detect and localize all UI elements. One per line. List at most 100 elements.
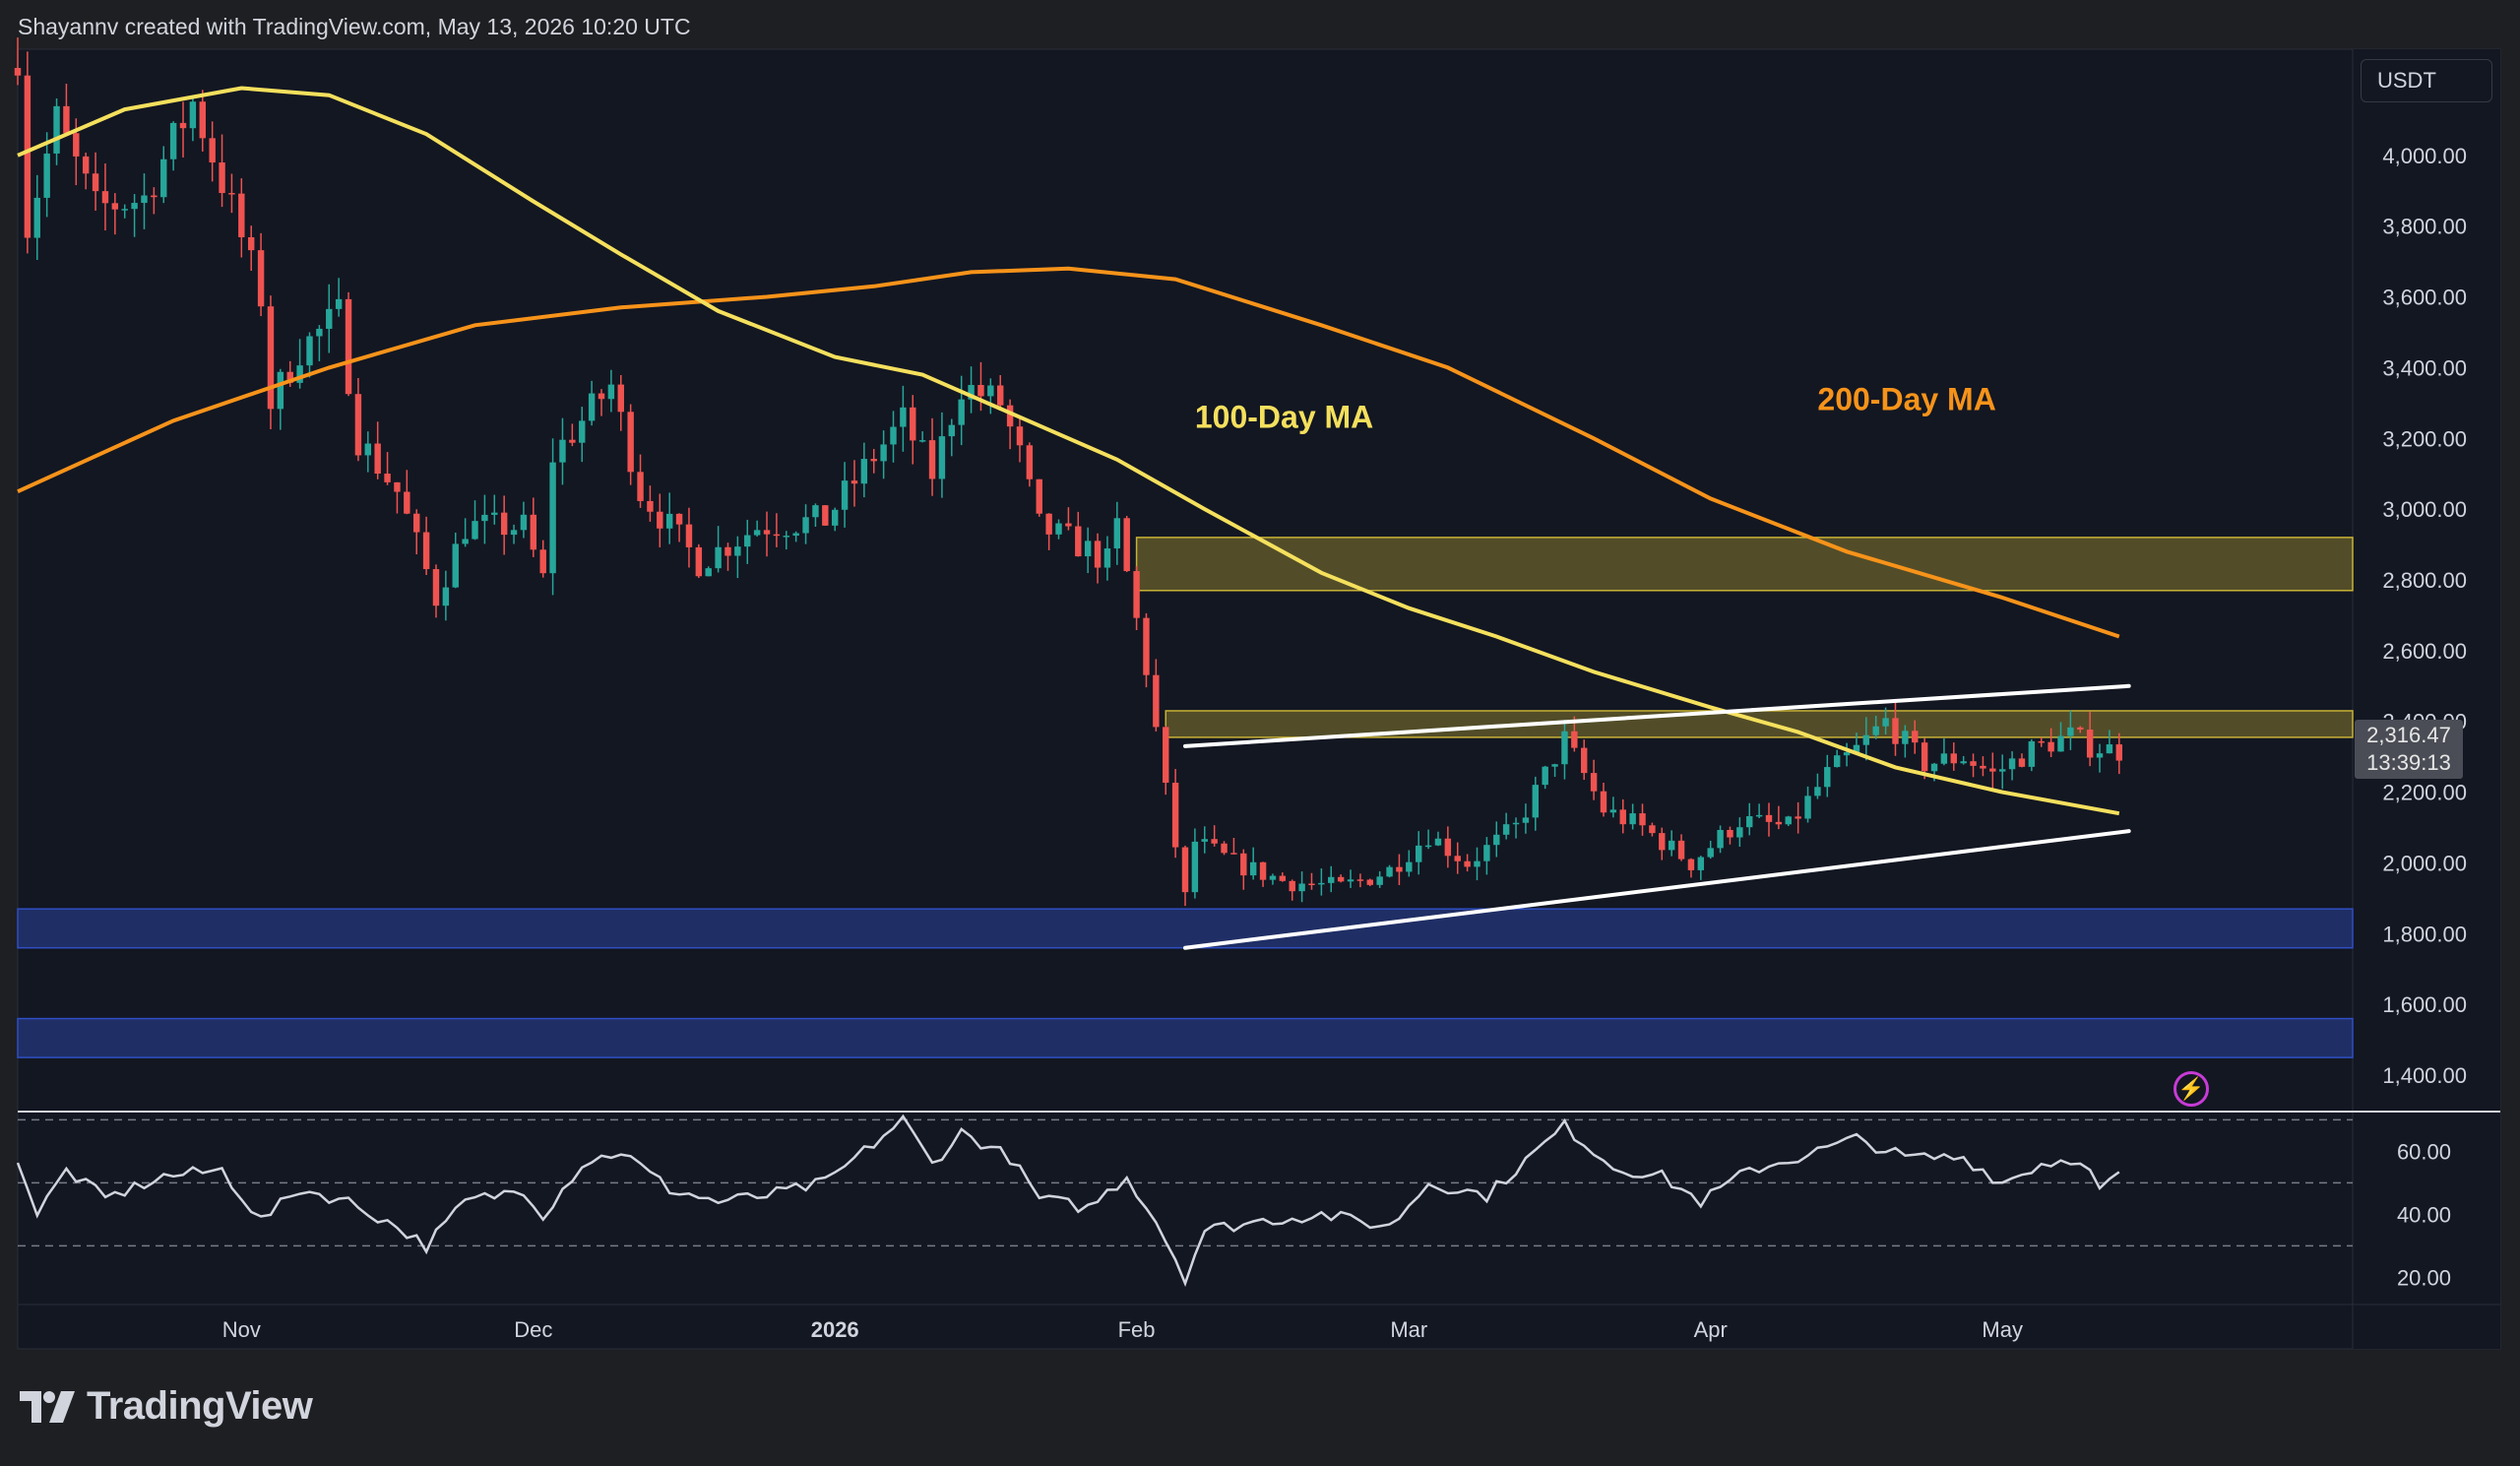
candle bbox=[617, 374, 624, 431]
candle bbox=[354, 377, 362, 462]
candle bbox=[948, 418, 956, 457]
ma100-line bbox=[17, 86, 2120, 816]
candle bbox=[111, 193, 119, 235]
candle bbox=[1424, 829, 1432, 850]
candle bbox=[1765, 802, 1773, 837]
candle bbox=[199, 90, 206, 152]
candle bbox=[1940, 737, 1948, 766]
candle bbox=[2038, 736, 2045, 747]
candle bbox=[1221, 841, 1228, 856]
candle bbox=[1843, 742, 1851, 767]
y-tick-label: 3,400.00 bbox=[2382, 355, 2467, 380]
candle bbox=[1561, 720, 1568, 780]
candle bbox=[1755, 803, 1763, 819]
candle bbox=[1298, 871, 1305, 903]
candle bbox=[2067, 710, 2074, 750]
candle bbox=[452, 532, 459, 589]
candle bbox=[2115, 733, 2123, 775]
rsi-axis[interactable]: 20.00 40.00 60.00 bbox=[2397, 1139, 2451, 1290]
candle bbox=[510, 524, 518, 544]
currency-badge[interactable]: USDT bbox=[2361, 59, 2492, 102]
candle bbox=[1133, 566, 1140, 631]
candle bbox=[1337, 874, 1345, 883]
x-tick-label: Dec bbox=[514, 1317, 552, 1342]
candle bbox=[1736, 817, 1743, 847]
time-axis[interactable]: Nov Dec 2026 Feb Mar Apr May bbox=[222, 1317, 2023, 1342]
candle bbox=[1522, 803, 1530, 834]
candle bbox=[2096, 743, 2104, 773]
price-axis[interactable]: 1,400.00 1,600.00 1,800.00 2,000.00 2,200.00… bbox=[2382, 144, 2467, 1088]
candle bbox=[1717, 825, 1724, 854]
tradingview-logo[interactable]: TradingView bbox=[20, 1384, 313, 1429]
candle bbox=[1989, 752, 1996, 789]
candle bbox=[2028, 738, 2036, 772]
candle bbox=[179, 101, 187, 158]
candle bbox=[1649, 822, 1656, 837]
candle bbox=[1882, 707, 1889, 735]
candle bbox=[520, 501, 528, 539]
candle bbox=[715, 526, 722, 573]
candle bbox=[783, 531, 789, 550]
price-zone-0 bbox=[1135, 537, 2354, 592]
candle bbox=[1824, 754, 1831, 797]
candle bbox=[647, 485, 654, 522]
candle bbox=[850, 460, 858, 507]
candle bbox=[1474, 847, 1480, 881]
candle bbox=[1055, 519, 1062, 540]
candle bbox=[209, 121, 216, 182]
trendline-1[interactable] bbox=[1183, 829, 2131, 950]
candle bbox=[238, 178, 245, 258]
candle bbox=[1163, 726, 1169, 796]
candle bbox=[1308, 872, 1315, 890]
candle bbox=[472, 500, 478, 541]
candle bbox=[432, 564, 440, 618]
candle bbox=[841, 462, 849, 528]
candle bbox=[1347, 869, 1354, 888]
candle bbox=[675, 513, 683, 542]
candle bbox=[1493, 821, 1500, 858]
candle bbox=[539, 540, 546, 578]
candle bbox=[734, 536, 741, 579]
candle bbox=[151, 187, 158, 215]
candle bbox=[2106, 730, 2113, 754]
flash-icon[interactable]: ⚡ bbox=[2174, 1071, 2209, 1107]
ma-annotation-1: 200-Day MA bbox=[1817, 382, 1995, 417]
candle bbox=[335, 278, 343, 317]
candle bbox=[1094, 533, 1102, 584]
candle bbox=[870, 448, 877, 474]
candle bbox=[763, 511, 771, 557]
candle bbox=[1746, 802, 1753, 836]
candle bbox=[296, 339, 303, 389]
candle bbox=[1668, 830, 1675, 857]
tradingview-logo-icon bbox=[20, 1390, 75, 1423]
candle bbox=[1036, 478, 1042, 517]
candle bbox=[1970, 753, 1977, 778]
trendline-0[interactable] bbox=[1183, 683, 2131, 748]
candle bbox=[588, 380, 596, 426]
candle bbox=[1396, 854, 1403, 886]
candle bbox=[2077, 726, 2084, 733]
candle bbox=[33, 174, 40, 261]
candle bbox=[2048, 728, 2054, 757]
candle bbox=[657, 493, 663, 547]
candle bbox=[1912, 720, 1919, 754]
candle bbox=[695, 543, 703, 579]
y-tick-label: 3,200.00 bbox=[2382, 426, 2467, 451]
candle bbox=[822, 505, 829, 526]
candle bbox=[1950, 742, 1957, 771]
y-tick-label: 2,600.00 bbox=[2382, 639, 2467, 664]
candle bbox=[2018, 753, 2026, 768]
x-tick-label: Nov bbox=[222, 1317, 261, 1342]
candle bbox=[1318, 868, 1325, 896]
candle bbox=[1862, 717, 1870, 761]
candle bbox=[1639, 803, 1646, 836]
candle bbox=[977, 361, 984, 412]
candle bbox=[569, 423, 576, 447]
candle bbox=[257, 232, 265, 317]
candle bbox=[247, 225, 255, 272]
last-price-tag: 2,316.47 13:39:13 bbox=[2355, 720, 2463, 779]
candle bbox=[1289, 879, 1295, 901]
candle bbox=[1512, 817, 1520, 839]
candle bbox=[1980, 756, 1986, 777]
